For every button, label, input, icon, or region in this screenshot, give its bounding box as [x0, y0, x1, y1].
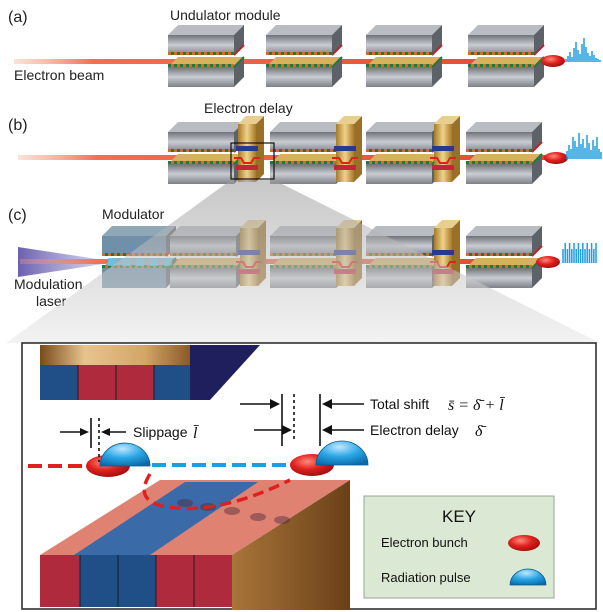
bottom-pole-red [194, 555, 232, 607]
electron-beam-label: Electron beam [14, 67, 104, 83]
undulator-modules-a [168, 25, 545, 87]
panel-b-label: (b) [8, 117, 28, 134]
total-shift-label: Total shift [370, 396, 429, 412]
electron-bunch-icon [536, 256, 560, 268]
total-shift-marker [240, 394, 364, 446]
radiation-spectrum-b [566, 133, 602, 159]
panel-c-label: (c) [8, 207, 27, 224]
modulation-laser-label-1: Modulation [14, 276, 83, 292]
total-shift-formula: s̄ = δ̄ + l̄ [448, 397, 505, 414]
radiation-pulse-icon [315, 440, 369, 466]
zoom-detail-panel: Slippage l̄ Total shift s̄ = δ̄ + l̄ Ele… [21, 342, 597, 610]
undulator-module [270, 122, 347, 184]
panel-a-label: (a) [8, 9, 28, 26]
undulator-module [366, 122, 443, 184]
undulator-module [468, 25, 545, 87]
radiation-spectrum-a [565, 38, 601, 62]
radiation-spectrum-c [562, 243, 597, 263]
zoom-cone [6, 180, 600, 343]
electron-delay-chicane [332, 116, 362, 182]
electron-delay-symbol: δ̄ [475, 423, 486, 440]
undulator-module-label: Undulator module [170, 7, 281, 23]
bottom-pole-red [156, 555, 194, 607]
modulator-label: Modulator [102, 206, 165, 222]
key-item-radiation-label: Radiation pulse [381, 570, 471, 585]
electron-delay-text: Electron delay [370, 422, 459, 438]
electron-delay-label: Electron delay [204, 100, 293, 116]
top-pole-blue [154, 365, 190, 400]
key-legend: KEY Electron bunch Radiation pulse [363, 495, 555, 599]
electron-bunch-icon [544, 152, 568, 164]
undulator-module [466, 226, 543, 288]
undulator-module [168, 122, 245, 184]
bottom-pole-blue [80, 555, 118, 607]
top-pole-red [78, 365, 116, 400]
top-magnet-side [190, 345, 260, 400]
top-pole-red [116, 365, 154, 400]
zoom-region-box [230, 142, 275, 180]
bottom-magnet-side [232, 480, 350, 610]
undulator-modules-b [168, 116, 543, 184]
bottom-magnet-blue-stripe [74, 482, 258, 555]
panel-b: (b) Electron delay [8, 100, 602, 184]
electron-delay-path [142, 473, 291, 511]
electron-delay-chicane [430, 116, 460, 182]
slippage-symbol: l̄ [193, 425, 199, 442]
panel-a: (a) Undulator module Electron beam [8, 7, 601, 87]
undulator-module [266, 25, 343, 87]
undulator-module [168, 25, 245, 87]
top-pole-blue [40, 365, 78, 400]
key-item-electron-label: Electron bunch [381, 535, 468, 550]
top-magnet-face [40, 345, 190, 365]
slippage-label: Slippage [133, 424, 188, 440]
electron-bunch-icon [541, 55, 565, 67]
electron-delay-chicane [234, 116, 264, 182]
bottom-pole-red [40, 555, 80, 607]
electron-bunch-icon [508, 535, 540, 551]
key-title: KEY [442, 507, 476, 526]
undulator-module [366, 25, 443, 87]
radiation-pulse-icon [99, 442, 151, 467]
bottom-pole-blue [118, 555, 156, 607]
undulator-module [466, 122, 543, 184]
radiation-pulse-icon [509, 568, 547, 586]
